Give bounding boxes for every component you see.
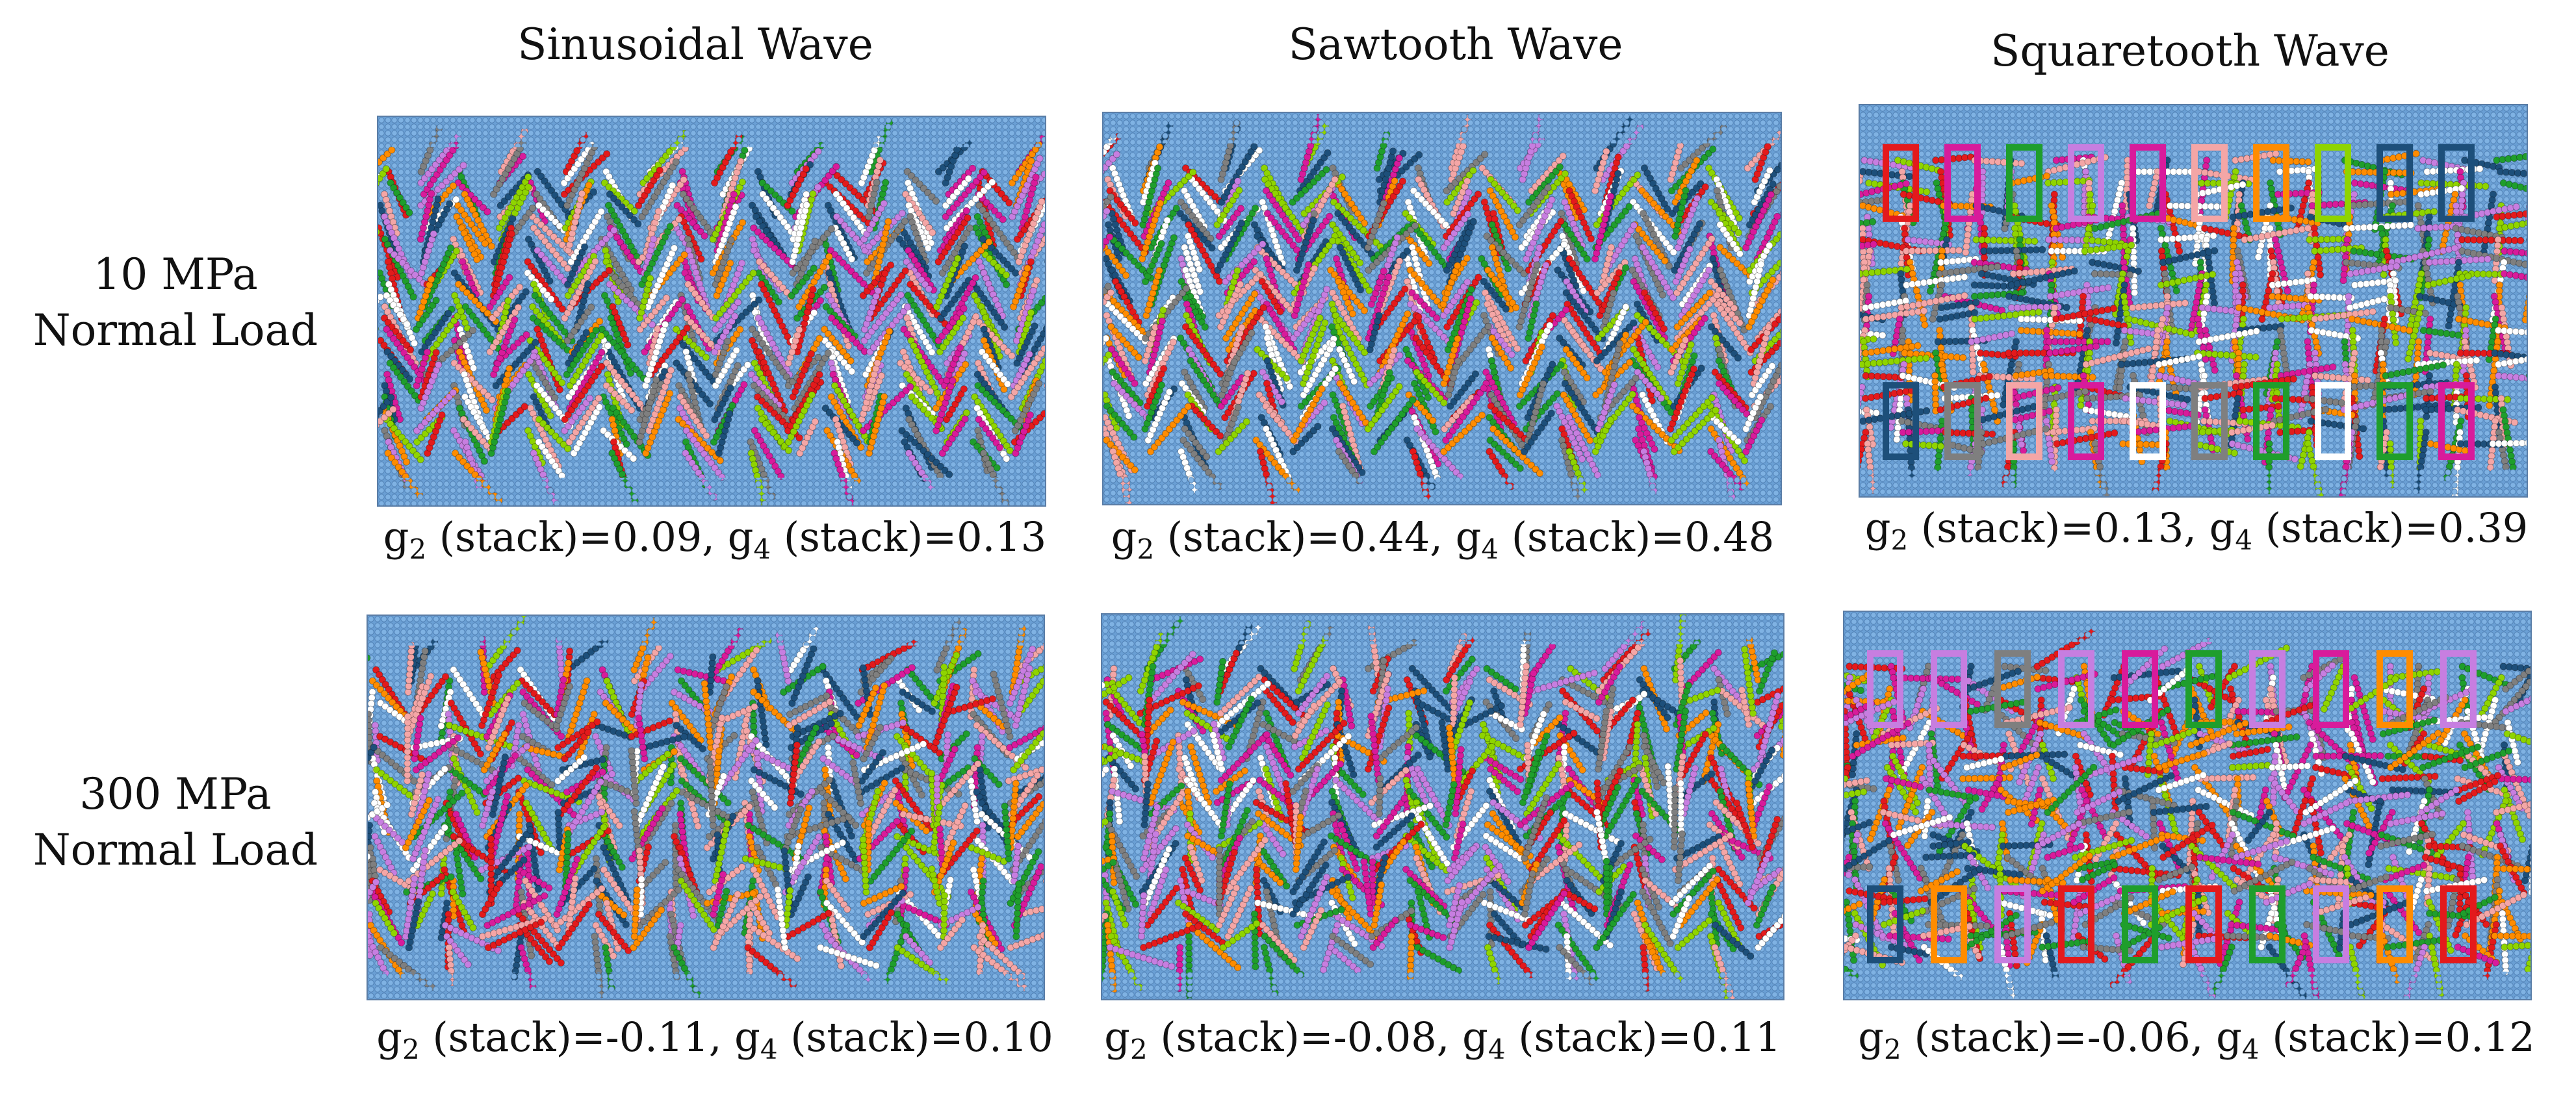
panel-sawtooth-10mpa [1102,112,1782,505]
column-title-squaretooth: Squaretooth Wave [1833,26,2547,76]
molecular-snapshot [378,117,1046,507]
caption-squaretooth-10mpa: g2 (stack)=0.13, g4 (stack)=0.39 [1807,504,2576,556]
caption-sinusoidal-300mpa: g2 (stack)=-0.11, g4 (stack)=0.10 [325,1013,1105,1065]
row-label-10mpa-line1: 10 MPa [6,247,344,303]
column-title-sinusoidal: Sinusoidal Wave [338,19,1053,70]
molecular-snapshot [1844,612,2532,1000]
row-label-10mpa-line2: Normal Load [6,303,344,359]
panel-squaretooth-300mpa [1843,611,2532,1000]
row-label-10mpa: 10 MPa Normal Load [6,247,344,359]
caption-sawtooth-10mpa: g2 (stack)=0.44, g4 (stack)=0.48 [1053,513,1833,565]
molecular-snapshot [1860,105,2528,498]
caption-sinusoidal-10mpa: g2 (stack)=0.09, g4 (stack)=0.13 [325,513,1105,565]
molecular-snapshot [1103,113,1782,505]
row-label-300mpa-line1: 300 MPa [6,767,344,822]
row-label-300mpa-line2: Normal Load [6,822,344,878]
caption-squaretooth-300mpa: g2 (stack)=-0.06, g4 (stack)=0.12 [1807,1013,2576,1065]
caption-sawtooth-300mpa: g2 (stack)=-0.08, g4 (stack)=0.11 [1053,1013,1833,1065]
panel-sawtooth-300mpa [1101,613,1784,1000]
panel-squaretooth-10mpa [1859,104,2528,498]
row-label-300mpa: 300 MPa Normal Load [6,767,344,878]
molecular-snapshot [1102,615,1784,1000]
panel-sinusoidal-10mpa [377,116,1046,507]
panel-sinusoidal-300mpa [367,615,1045,1000]
column-title-sawtooth: Sawtooth Wave [1098,19,1813,70]
molecular-snapshot [368,616,1045,1000]
